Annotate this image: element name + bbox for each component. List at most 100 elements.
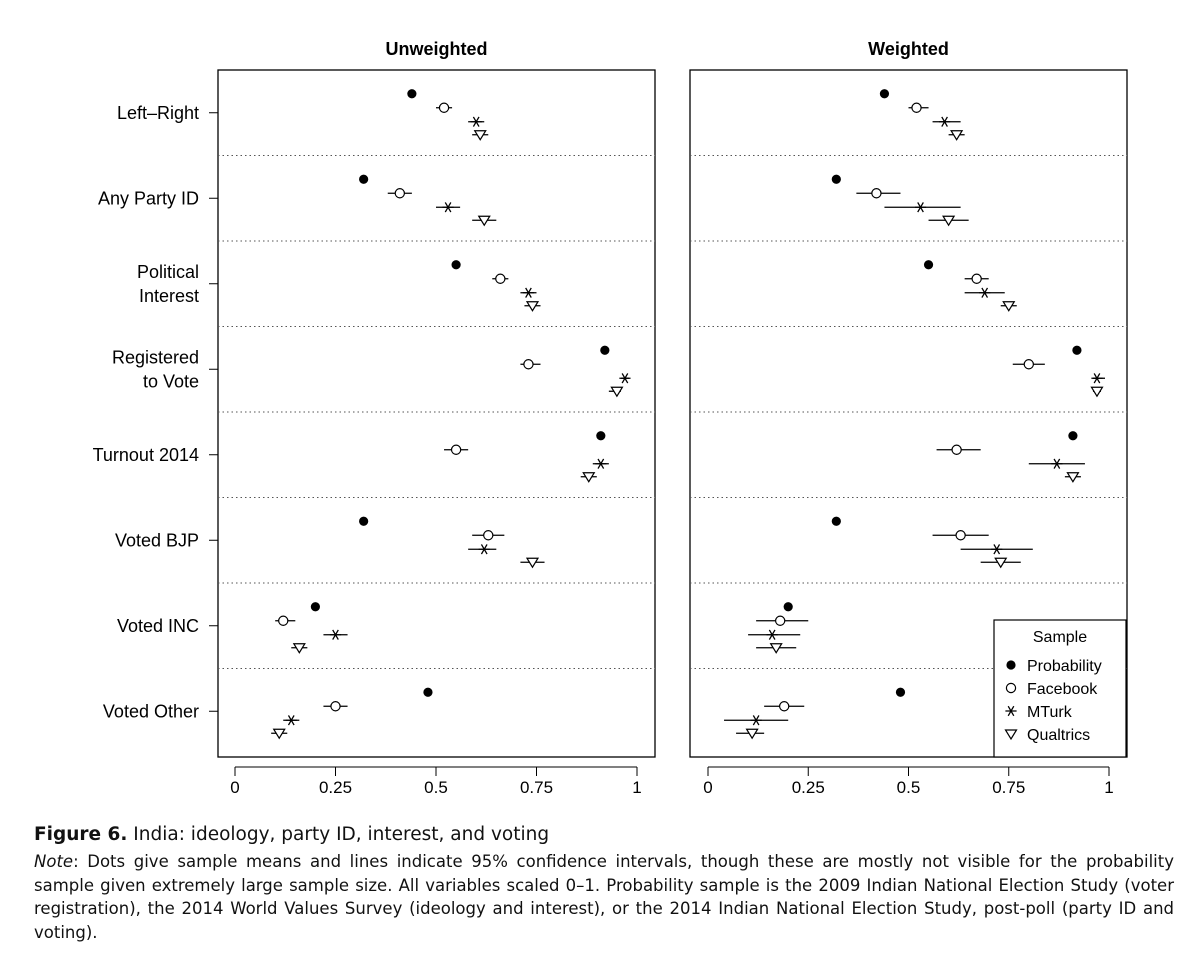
series-probability <box>783 89 1082 697</box>
point-facebook <box>955 530 966 541</box>
point-facebook <box>438 102 450 113</box>
point-mturk <box>329 629 342 640</box>
legend-entry-probability: Probability <box>1027 658 1102 675</box>
category-label-voted-bjp: Voted BJP <box>115 530 199 550</box>
point-facebook <box>774 615 786 626</box>
point-facebook <box>871 188 882 199</box>
x-axis: 0 0.25 0.5 0.75 1 <box>230 766 642 797</box>
figure-label: Figure 6. <box>34 824 128 845</box>
legend-marker-qualtrics <box>1004 729 1018 741</box>
legend: Sample Probability Facebook MTurk Qualtrics <box>993 619 1127 758</box>
point-facebook <box>450 444 462 455</box>
point-mturk <box>938 116 951 127</box>
point-mturk <box>470 116 482 127</box>
point-probability <box>879 89 890 99</box>
panel-frame <box>217 69 656 758</box>
panel-title: Weighted <box>868 39 949 59</box>
point-facebook <box>778 701 790 712</box>
point-qualtrics <box>769 643 783 654</box>
point-facebook <box>483 530 494 541</box>
point-qualtrics <box>745 728 759 740</box>
point-qualtrics <box>272 728 286 740</box>
category-label-any-party-id: Any Party ID <box>98 188 199 208</box>
point-facebook <box>523 359 534 370</box>
point-facebook <box>1023 359 1035 370</box>
legend-entry-qualtrics: Qualtrics <box>1027 727 1090 744</box>
series-facebook <box>275 102 541 712</box>
x-tick-label: 0 <box>703 778 712 797</box>
panel-title: Unweighted <box>386 39 488 59</box>
point-probability <box>423 687 433 697</box>
x-tick-label: 0 <box>230 778 239 797</box>
point-qualtrics <box>610 386 624 398</box>
figure-note: Note: Dots give sample means and lines i… <box>34 850 1174 944</box>
point-facebook <box>330 701 341 712</box>
point-probability <box>831 174 841 184</box>
point-qualtrics <box>477 215 491 227</box>
category-label-political-interest: Political Interest <box>137 262 199 306</box>
point-qualtrics <box>473 130 487 141</box>
category-label-voted-inc: Voted INC <box>117 616 199 636</box>
point-probability <box>895 687 906 697</box>
category-label-turnout-2014: Turnout 2014 <box>93 445 199 465</box>
series-mturk <box>283 116 631 726</box>
legend-marker-facebook <box>1005 682 1017 694</box>
category-label-line: Any Party ID <box>98 188 199 208</box>
note-label: Note <box>34 852 74 871</box>
dot-plot-figure: Left–Right Any Party ID Political Interest R… <box>93 39 1128 797</box>
panel-frame <box>689 69 1128 758</box>
category-label-registered-to-vote: Registered to Vote <box>112 347 199 391</box>
point-mturk <box>478 544 490 555</box>
category-label-line: to Vote <box>143 371 199 391</box>
x-tick-label: 1 <box>1104 778 1113 797</box>
point-qualtrics <box>525 557 540 569</box>
category-label-line: Voted Other <box>103 701 199 721</box>
series-facebook <box>756 102 1045 712</box>
category-label-voted-other: Voted Other <box>103 701 199 721</box>
category-label-line: Voted INC <box>117 616 199 636</box>
figure-title: India: ideology, party ID, interest, and… <box>133 824 550 845</box>
figure-caption: Figure 6. India: ideology, party ID, int… <box>34 823 1174 847</box>
note-text: : Dots give sample means and lines indic… <box>34 852 1174 942</box>
point-qualtrics <box>1090 386 1104 398</box>
series-qualtrics <box>271 130 624 740</box>
panel-weighted: Weighted 0 0.25 0.5 0.75 1 <box>689 39 1128 797</box>
point-facebook <box>278 615 289 626</box>
point-qualtrics <box>582 472 596 483</box>
point-probability <box>310 602 320 612</box>
point-facebook <box>394 188 406 199</box>
point-qualtrics <box>942 215 956 227</box>
category-label-line: Interest <box>139 286 199 306</box>
x-tick-label: 0.75 <box>520 778 553 797</box>
point-probability <box>596 431 606 441</box>
point-probability <box>783 602 793 612</box>
x-tick-label: 0.5 <box>897 778 921 797</box>
point-mturk <box>766 629 778 640</box>
legend-marker-mturk <box>1005 705 1017 717</box>
category-label-left-right: Left–Right <box>117 103 199 123</box>
legend-marker-probability <box>1006 660 1016 670</box>
point-facebook <box>971 273 982 284</box>
x-tick-label: 0.25 <box>319 778 352 797</box>
category-label-line: Voted BJP <box>115 530 199 550</box>
point-mturk <box>750 715 762 726</box>
legend-title: Sample <box>1033 629 1087 646</box>
point-mturk <box>442 202 454 213</box>
point-facebook <box>951 444 962 455</box>
panel-unweighted: Unweighted 0 0.25 0.5 0.75 1 <box>217 39 656 797</box>
point-qualtrics <box>994 557 1008 569</box>
point-qualtrics <box>292 643 306 654</box>
legend-entry-facebook: Facebook <box>1027 681 1098 698</box>
point-qualtrics <box>1066 472 1080 483</box>
category-label-line: Registered <box>112 347 199 367</box>
point-qualtrics <box>1002 301 1016 312</box>
point-mturk <box>979 287 991 298</box>
point-probability <box>1068 431 1078 441</box>
series-probability <box>310 89 610 697</box>
x-tick-label: 0.5 <box>424 778 448 797</box>
legend-entry-mturk: MTurk <box>1027 704 1073 721</box>
category-label-line: Turnout 2014 <box>93 445 199 465</box>
x-tick-label: 0.25 <box>792 778 825 797</box>
point-mturk <box>285 715 297 726</box>
point-mturk <box>914 202 927 213</box>
